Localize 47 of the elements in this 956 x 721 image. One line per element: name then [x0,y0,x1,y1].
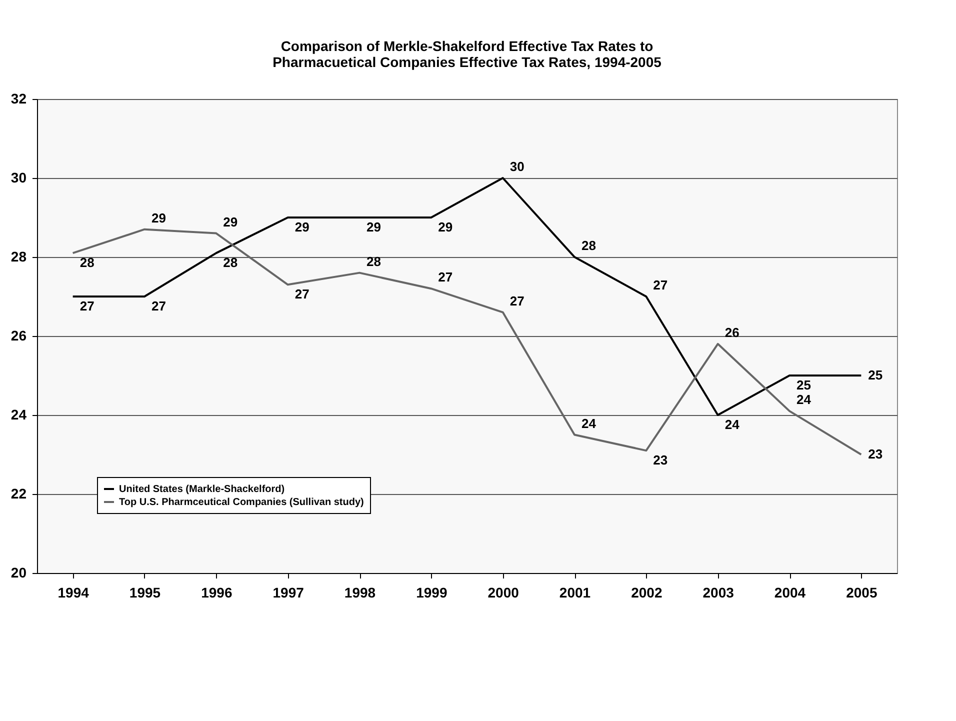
x-tick-label: 2001 [559,584,591,600]
data-label: 29 [366,220,381,234]
data-label: 23 [868,446,883,462]
y-tick-label: 28 [10,248,27,264]
data-label: 27 [294,286,310,302]
data-label: 26 [724,324,740,340]
x-tick-label: 2000 [488,584,520,600]
y-tick-label: 30 [10,170,27,186]
data-label: 29 [438,220,453,234]
x-tick-label: 1996 [201,584,232,600]
x-tick-label: 2002 [631,584,662,600]
data-label: 28 [582,238,596,253]
data-label: 29 [152,210,166,226]
data-label: 24 [724,417,740,432]
x-tick-label: 1998 [344,584,376,600]
x-tick-label: 1997 [272,584,304,600]
x-tick-label: 2004 [774,584,806,600]
data-label: 28 [366,254,381,269]
data-label: 27 [438,270,453,285]
x-tick-label: 1994 [58,584,90,600]
y-tick-label: 26 [10,328,27,344]
y-tick-label: 24 [10,406,27,422]
data-label: 29 [223,214,238,230]
legend-label: United States (Markle-Shackelford) [119,484,285,495]
data-label: 25 [868,368,883,382]
data-label: 27 [510,293,524,308]
legend-label: Top U.S. Pharmceutical Companies (Sullivan study) [119,497,364,508]
data-label: 27 [152,298,166,314]
chart-title: Comparison of Merkle-Shakelford Effective Tax Rates to Pharmacuetical Companies Effective Tax Rates, 1994-2005 [272,38,662,70]
data-label: 24 [796,392,812,408]
line-series [72,177,862,416]
data-label: 29 [294,220,310,234]
x-tick-label: 2005 [846,584,878,600]
x-tick-label: 1999 [416,584,448,600]
x-tick-label: 2003 [702,584,734,600]
data-label: 25 [796,378,811,392]
data-label: 27 [80,298,94,314]
y-tick-label: 22 [10,486,27,502]
y-tick-label: 20 [10,564,27,580]
data-label: 28 [223,255,238,270]
data-label: 30 [510,159,524,174]
data-label: 23 [653,452,668,468]
y-tick-label: 32 [10,90,27,106]
data-label: 24 [582,416,597,431]
data-label: 28 [80,255,94,270]
data-label: 27 [653,278,668,292]
x-tick-label: 1995 [129,584,161,600]
